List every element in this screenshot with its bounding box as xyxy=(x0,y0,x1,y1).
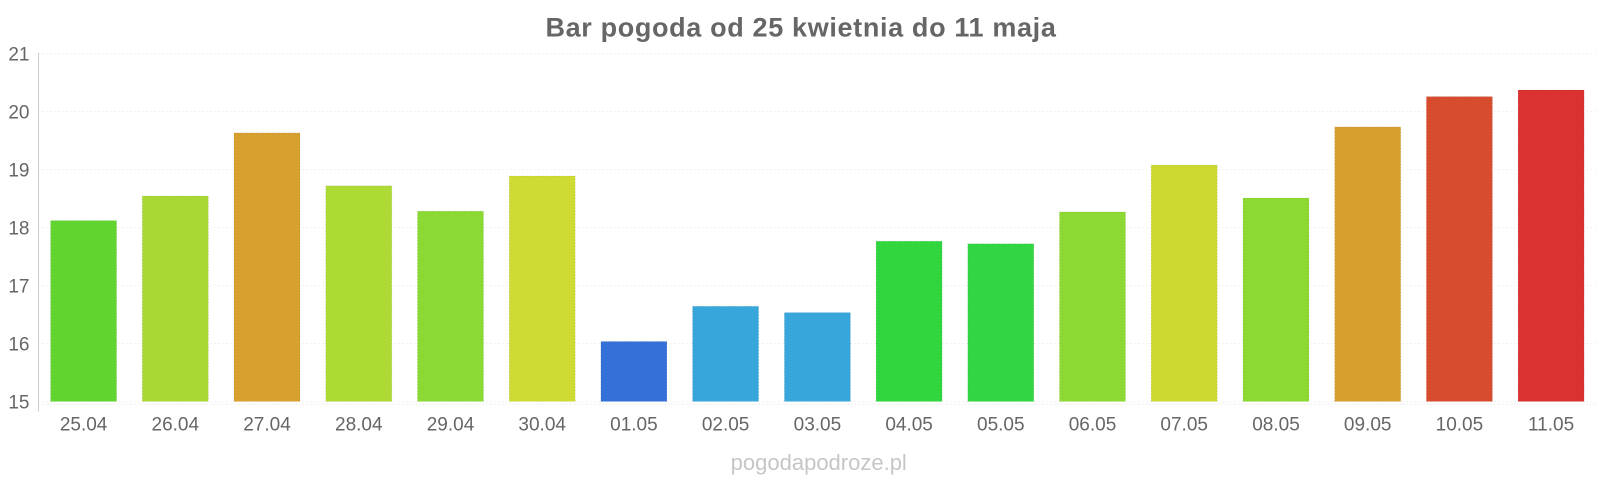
svg-text:06.05: 06.05 xyxy=(1069,415,1117,436)
svg-text:16: 16 xyxy=(8,334,29,355)
svg-text:30.04: 30.04 xyxy=(518,415,566,436)
svg-text:21: 21 xyxy=(8,44,29,65)
svg-text:20: 20 xyxy=(8,102,29,123)
svg-text:27.04: 27.04 xyxy=(243,415,291,436)
svg-text:26.04: 26.04 xyxy=(152,415,200,436)
svg-text:05.05: 05.05 xyxy=(977,415,1025,436)
svg-text:29.04: 29.04 xyxy=(427,415,475,436)
svg-text:18: 18 xyxy=(8,218,29,239)
svg-text:07.05: 07.05 xyxy=(1160,415,1208,436)
svg-text:17: 17 xyxy=(8,276,29,297)
svg-text:01.05: 01.05 xyxy=(610,415,658,436)
svg-text:10.05: 10.05 xyxy=(1436,415,1484,436)
svg-text:pogodapodroze.pl: pogodapodroze.pl xyxy=(731,450,907,475)
svg-text:15: 15 xyxy=(8,392,29,413)
svg-text:08.05: 08.05 xyxy=(1252,415,1300,436)
svg-text:03.05: 03.05 xyxy=(794,415,842,436)
svg-text:28.04: 28.04 xyxy=(335,415,383,436)
svg-text:Bar pogoda od 25 kwietnia do 1: Bar pogoda od 25 kwietnia do 11 maja xyxy=(545,13,1056,43)
svg-text:11.05: 11.05 xyxy=(1528,415,1574,436)
svg-text:02.05: 02.05 xyxy=(702,415,750,436)
svg-text:25.04: 25.04 xyxy=(60,415,108,436)
svg-text:09.05: 09.05 xyxy=(1344,415,1392,436)
svg-text:04.05: 04.05 xyxy=(885,415,933,436)
svg-text:19: 19 xyxy=(8,160,29,181)
